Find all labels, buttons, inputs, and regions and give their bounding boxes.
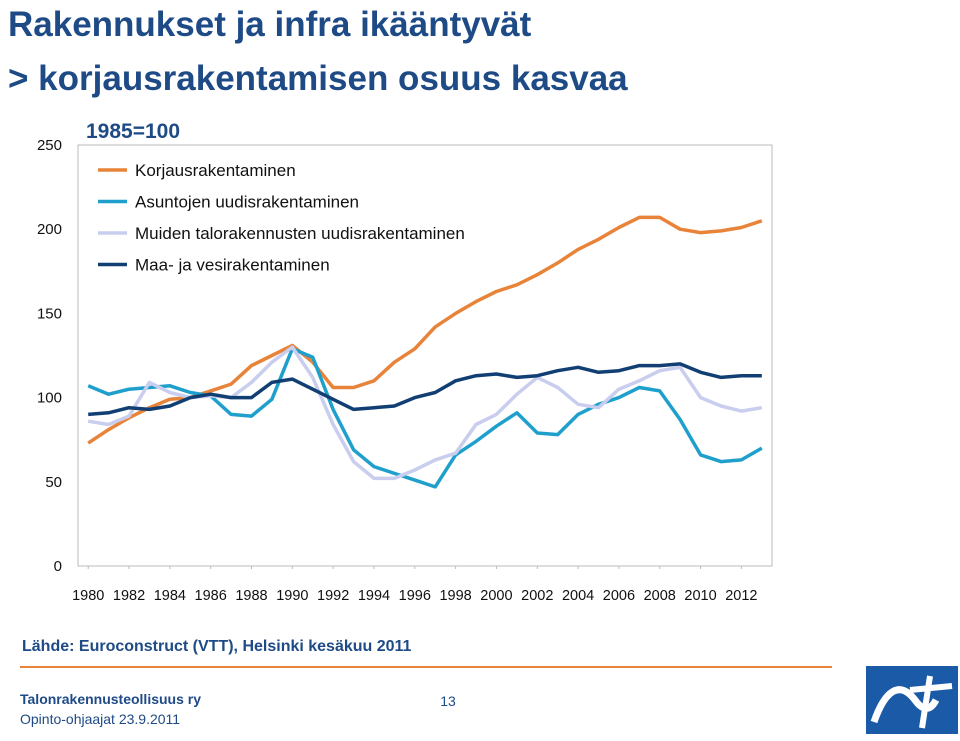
- x-tick-label: 1982: [113, 588, 145, 604]
- legend-label: Asuntojen uudisrakentaminen: [135, 193, 359, 212]
- y-tick-label: 150: [37, 305, 62, 322]
- legend-label: Maa- ja vesirakentaminen: [135, 256, 330, 275]
- x-tick-label: 1986: [195, 588, 227, 604]
- x-tick-label: 2012: [725, 588, 757, 604]
- legend-label: Muiden talorakennusten uudisrakentaminen: [135, 224, 465, 243]
- legend-label: Korjausrakentaminen: [135, 161, 296, 180]
- series-line: [88, 362, 762, 417]
- logo: [866, 666, 958, 734]
- chart-subtitle: 1985=100: [86, 120, 180, 143]
- page-number: 13: [440, 693, 456, 709]
- x-tick-label: 2004: [562, 588, 594, 604]
- y-tick-label: 0: [54, 558, 62, 575]
- x-tick-label: 1992: [317, 588, 349, 604]
- source: Lähde: Euroconstruct (VTT), Helsinki kes…: [22, 638, 412, 655]
- x-tick-label: 1988: [235, 588, 267, 604]
- series-line: [87, 215, 763, 445]
- x-tick-label: 2002: [521, 588, 553, 604]
- x-tick-label: 2008: [644, 588, 676, 604]
- plot-frame: [77, 144, 773, 567]
- x-tick-label: 1994: [358, 588, 390, 604]
- slide-title: Rakennukset ja infra ikääntyvät: [8, 5, 532, 44]
- x-tick-label: 1996: [399, 588, 431, 604]
- y-tick-label: 100: [37, 390, 62, 407]
- y-tick-label: 200: [37, 221, 62, 238]
- slide-title: > korjausrakentamisen osuus kasvaa: [8, 59, 628, 98]
- y-tick-label: 50: [45, 474, 62, 491]
- x-tick-label: 1998: [439, 588, 471, 604]
- x-tick-label: 1980: [72, 588, 104, 604]
- x-tick-label: 1984: [154, 588, 186, 604]
- x-tick-label: 2010: [684, 588, 716, 604]
- footer-org: Talonrakennusteollisuus ry: [20, 691, 201, 707]
- footer-date: Opinto-ohjaajat 23.9.2011: [20, 711, 180, 727]
- x-tick-label: 2006: [603, 588, 635, 604]
- y-tick-label: 250: [37, 137, 62, 154]
- x-tick-label: 1990: [276, 588, 308, 604]
- x-tick-label: 2000: [480, 588, 512, 604]
